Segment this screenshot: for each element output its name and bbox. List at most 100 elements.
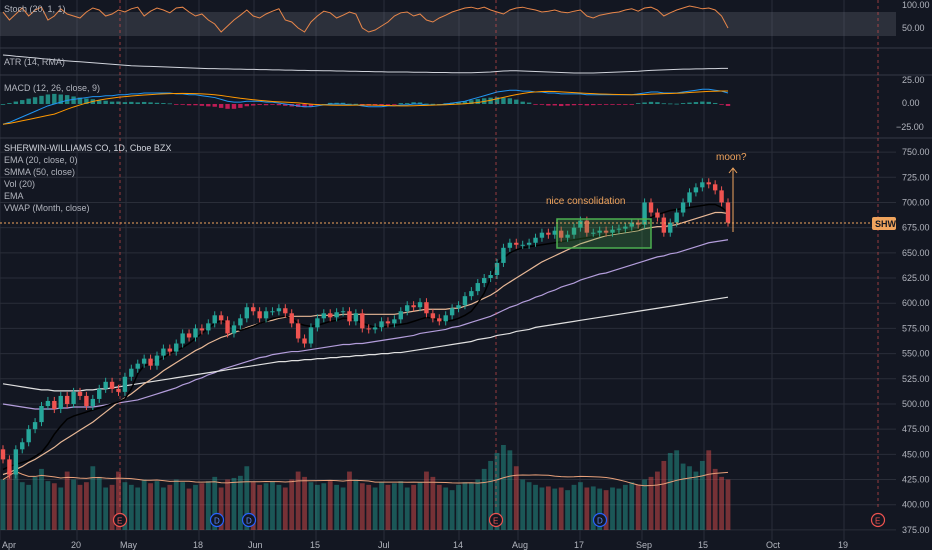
candle-body[interactable]: [244, 307, 250, 319]
candle-body[interactable]: [558, 230, 564, 238]
candle-body[interactable]: [231, 325, 237, 334]
candle-body[interactable]: [507, 242, 513, 248]
candle-body[interactable]: [494, 262, 500, 276]
candle-body[interactable]: [514, 242, 519, 245]
candle-body[interactable]: [437, 318, 442, 322]
candle-body[interactable]: [424, 302, 429, 314]
candle-body[interactable]: [674, 212, 679, 223]
candle-body[interactable]: [571, 227, 577, 235]
candle-body[interactable]: [64, 395, 70, 404]
stoch-pane[interactable]: [0, 5, 896, 36]
candle-body[interactable]: [668, 222, 673, 233]
candle-body[interactable]: [308, 327, 314, 344]
consolidation-box[interactable]: [556, 218, 652, 249]
atr-pane[interactable]: [2, 54, 728, 74]
candle-body[interactable]: [430, 313, 436, 319]
candle-body[interactable]: [199, 328, 205, 331]
candle-body[interactable]: [616, 228, 622, 230]
price-axis[interactable]: 375.00 400.00 425.00 450.00 475.00 500.00 525.…: [902, 147, 930, 535]
candle-body[interactable]: [417, 302, 423, 308]
candle-body[interactable]: [39, 405, 44, 423]
candle-body[interactable]: [180, 333, 185, 344]
candle-body[interactable]: [116, 388, 121, 392]
candle-body[interactable]: [148, 358, 153, 366]
candle-body[interactable]: [725, 202, 731, 223]
candle-body[interactable]: [161, 348, 166, 356]
candle-body[interactable]: [533, 237, 538, 243]
candle-body[interactable]: [97, 388, 102, 399]
candle-body[interactable]: [212, 315, 217, 324]
dividend-marker[interactable]: [592, 512, 608, 528]
candle-body[interactable]: [20, 442, 25, 450]
candle-body[interactable]: [392, 319, 397, 324]
candle-body[interactable]: [257, 311, 262, 319]
candle-body[interactable]: [334, 312, 339, 318]
candle-body[interactable]: [263, 311, 269, 319]
candle-body[interactable]: [526, 242, 532, 245]
candle-body[interactable]: [26, 429, 31, 443]
candle-body[interactable]: [642, 202, 647, 225]
candle-body[interactable]: [462, 296, 468, 306]
candle-body[interactable]: [700, 182, 705, 188]
candle-body[interactable]: [456, 305, 461, 309]
earnings-marker[interactable]: [870, 512, 886, 528]
candle-body[interactable]: [591, 232, 596, 234]
candle-body[interactable]: [340, 311, 346, 313]
candle-body[interactable]: [7, 459, 12, 475]
candle-body[interactable]: [481, 278, 487, 284]
candle-body[interactable]: [520, 244, 525, 246]
candle-body[interactable]: [366, 328, 371, 330]
candle-body[interactable]: [405, 305, 410, 312]
candle-body[interactable]: [52, 400, 57, 410]
candle-body[interactable]: [315, 318, 320, 328]
candle-body[interactable]: [77, 391, 83, 396]
candle-body[interactable]: [385, 321, 391, 324]
candle-body[interactable]: [398, 311, 403, 320]
candle-body[interactable]: [167, 348, 173, 352]
candle-body[interactable]: [0, 449, 6, 460]
candle-body[interactable]: [603, 230, 609, 233]
candle-body[interactable]: [218, 315, 224, 321]
candle-body[interactable]: [295, 323, 301, 339]
candle-body[interactable]: [635, 222, 641, 225]
candle-body[interactable]: [719, 190, 724, 203]
candle-body[interactable]: [238, 318, 243, 326]
candle-body[interactable]: [546, 232, 551, 235]
dividend-marker[interactable]: [209, 512, 225, 528]
candle-body[interactable]: [251, 307, 256, 312]
candle-body[interactable]: [578, 220, 583, 228]
candle-body[interactable]: [475, 283, 480, 292]
candle-body[interactable]: [13, 449, 19, 475]
candle-body[interactable]: [539, 232, 545, 238]
candle-body[interactable]: [706, 182, 711, 185]
candle-body[interactable]: [372, 327, 378, 330]
candle-body[interactable]: [648, 202, 654, 213]
candle-body[interactable]: [565, 234, 570, 238]
time-axis[interactable]: Apr 20 May 18 Jun 15 Jul 14 Aug 17 Sep 15 Oct 19: [2, 540, 848, 550]
candle-body[interactable]: [623, 226, 628, 229]
candle-body[interactable]: [629, 222, 634, 227]
candle-body[interactable]: [129, 368, 134, 377]
candle-body[interactable]: [270, 311, 275, 313]
candle-body[interactable]: [32, 422, 38, 430]
earnings-marker[interactable]: [112, 512, 128, 528]
candle-body[interactable]: [449, 308, 455, 316]
candle-body[interactable]: [225, 320, 230, 334]
candle-body[interactable]: [154, 355, 160, 366]
candle-body[interactable]: [141, 358, 147, 364]
candle-body[interactable]: [45, 400, 51, 406]
candle-body[interactable]: [610, 229, 615, 233]
candle-body[interactable]: [680, 202, 686, 213]
candle-body[interactable]: [186, 333, 192, 338]
candle-body[interactable]: [687, 192, 692, 203]
candle-body[interactable]: [488, 275, 493, 279]
candle-body[interactable]: [109, 381, 115, 389]
candle-body[interactable]: [347, 311, 352, 322]
candle-body[interactable]: [58, 395, 63, 410]
candle-body[interactable]: [693, 187, 699, 193]
earnings-marker[interactable]: [488, 512, 504, 528]
candle-body[interactable]: [193, 328, 198, 338]
candle-body[interactable]: [84, 395, 89, 406]
macd-pane[interactable]: [0, 88, 731, 125]
